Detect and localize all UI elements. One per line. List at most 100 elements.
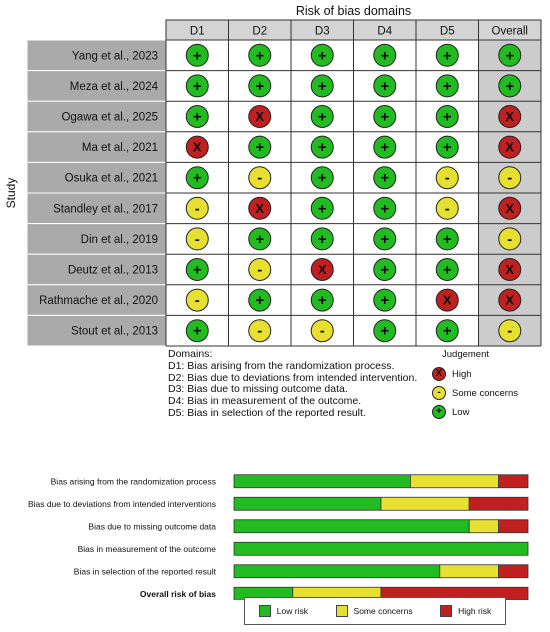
study-label: Rathmache et al., 2020 xyxy=(39,295,158,307)
judgement-high-icon xyxy=(498,288,522,312)
judgement-symbol: - xyxy=(257,262,262,279)
category-label: Bias due to deviations from intended int… xyxy=(28,499,216,509)
domain-d5-description: D5: Bias in selection of the reported re… xyxy=(168,406,366,419)
study-label-cell xyxy=(26,253,167,286)
judgement-symbol: X xyxy=(318,262,327,277)
judgement-low-icon xyxy=(373,319,397,343)
bar-low-risk xyxy=(233,496,382,511)
domain-d1-description: D1: Bias arising from the randomization … xyxy=(168,359,395,372)
low-risk-icon: + xyxy=(432,405,446,419)
judgement-symbol: + xyxy=(443,262,452,279)
judgement-some-icon xyxy=(435,166,459,190)
judgement-low-icon xyxy=(185,74,209,98)
some-concerns-icon: - xyxy=(432,386,446,400)
judgement-some-icon xyxy=(498,319,522,343)
judgement-low-icon xyxy=(435,105,459,128)
study-label: Stout et al., 2013 xyxy=(71,326,158,338)
judgement-symbol: + xyxy=(505,47,514,64)
legend-some-concerns-label: Some concerns xyxy=(353,606,413,616)
judgement-symbol: - xyxy=(507,170,512,187)
bar-some-concerns xyxy=(468,519,500,534)
judgement-some-icon xyxy=(248,258,272,281)
judgement-symbol: X xyxy=(443,293,452,308)
judgement-symbol: + xyxy=(380,47,389,64)
domains-legend: Domains: D1: Bias arising from the rando… xyxy=(168,348,418,420)
judgement-low-icon xyxy=(310,135,334,159)
category-label: Bias in measurement of the outcome xyxy=(78,544,217,554)
legend-high-risk-label: High risk xyxy=(458,606,492,616)
bar-high-risk xyxy=(498,519,529,534)
domain-d4-description: D4: Bias in measurement of the outcome. xyxy=(168,395,362,408)
judgement-symbol: X xyxy=(505,262,514,277)
legend-low-risk-label: Low risk xyxy=(276,606,308,616)
judgement-low-icon xyxy=(248,135,272,159)
judgement-high-icon xyxy=(498,196,522,220)
judgement-symbol: + xyxy=(443,323,452,340)
low-risk-swatch xyxy=(258,605,271,617)
judgement-some-icon xyxy=(248,319,272,343)
judgement-symbol: - xyxy=(257,170,262,187)
judgement-low-icon xyxy=(435,258,459,281)
y-axis-label: Study xyxy=(4,178,18,209)
column-header-d2: D2 xyxy=(252,26,267,38)
judgement-high-icon xyxy=(310,258,334,281)
study-label: Osuka et al., 2021 xyxy=(65,173,158,185)
judgement-symbol: + xyxy=(318,78,327,95)
judgement-low-icon xyxy=(185,43,209,67)
high-risk-swatch xyxy=(440,605,453,617)
judgement-low-icon xyxy=(310,196,334,220)
judgement-high-icon xyxy=(185,135,209,159)
column-header-d3: D3 xyxy=(315,26,330,38)
judgement-low-icon xyxy=(373,196,397,220)
judgement-some-icon xyxy=(185,227,209,251)
judgement-symbol: X xyxy=(255,201,264,216)
bar-high-risk xyxy=(468,496,529,511)
judgement-symbol: + xyxy=(380,139,389,156)
judgement-symbol: + xyxy=(443,109,452,126)
judgement-symbol: - xyxy=(507,231,512,248)
high-risk-icon: X xyxy=(432,367,446,381)
risk-of-bias-summary-chart: Bias arising from the randomization proc… xyxy=(28,474,529,600)
judgement-high-icon xyxy=(498,105,522,128)
judgement-low-icon xyxy=(373,288,397,312)
study-label: Ma et al., 2021 xyxy=(82,142,158,154)
judgement-symbol: - xyxy=(507,323,512,340)
judgement-symbol: - xyxy=(195,292,200,309)
study-label-cell xyxy=(26,192,167,225)
judgement-low-icon xyxy=(435,227,459,251)
judgement-symbol: + xyxy=(193,78,202,95)
study-label-cell xyxy=(26,100,167,133)
bar-some-concerns xyxy=(439,564,499,579)
study-label-cell xyxy=(26,161,167,194)
judgement-low-icon xyxy=(373,105,397,128)
judgement-symbol: - xyxy=(320,323,325,340)
judgement-high-label: High xyxy=(452,368,472,380)
judgement-symbol: X xyxy=(193,140,202,155)
bar-low-risk xyxy=(233,519,470,534)
study-label: Ogawa et al., 2025 xyxy=(61,112,158,124)
judgement-low-icon xyxy=(435,135,459,159)
judgement-symbol: + xyxy=(380,231,389,248)
judgement-symbol: - xyxy=(257,323,262,340)
judgement-symbol: + xyxy=(380,262,389,279)
domain-d2-description: D2: Bias due to deviations from intended… xyxy=(168,371,418,384)
category-label: Overall risk of bias xyxy=(140,589,216,599)
judgement-low-icon xyxy=(248,288,272,312)
judgement-low-icon xyxy=(435,74,459,98)
judgement-symbol: + xyxy=(443,139,452,156)
study-label-cell xyxy=(26,223,167,255)
judgement-symbol: + xyxy=(255,47,264,64)
judgement-symbol: + xyxy=(255,78,264,95)
study-label: Meza et al., 2024 xyxy=(70,81,159,93)
judgement-some-icon xyxy=(310,319,334,343)
judgement-symbol: + xyxy=(380,78,389,95)
judgement-symbol: + xyxy=(318,109,327,126)
category-label: Bias due to missing outcome data xyxy=(88,521,216,531)
judgement-some-icon xyxy=(185,288,209,312)
judgement-low-icon xyxy=(185,319,209,343)
column-header-overall: Overall xyxy=(492,26,528,38)
judgement-low-icon xyxy=(310,105,334,128)
bar-high-risk xyxy=(498,564,529,579)
judgement-high-icon xyxy=(248,105,272,128)
judgement-low-icon xyxy=(373,43,397,67)
